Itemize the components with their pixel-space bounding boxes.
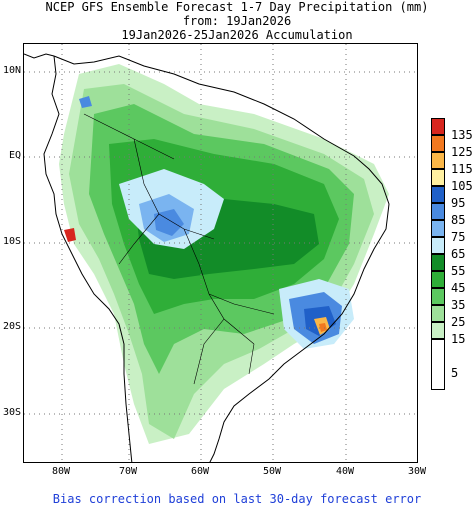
legend-label: 105 xyxy=(451,179,473,193)
legend-label: 5 xyxy=(451,366,459,380)
lon-label-50w: 50W xyxy=(262,466,282,477)
legend-swatch xyxy=(431,186,445,203)
graticule xyxy=(24,44,417,462)
legend-swatch xyxy=(431,169,445,186)
lon-label-80w: 80W xyxy=(51,466,71,477)
bias-correction-note: Bias correction based on last 30-day for… xyxy=(52,492,422,506)
legend-swatch xyxy=(431,203,445,220)
legend-swatch xyxy=(431,305,445,322)
precip-region-colombia-peak xyxy=(79,96,92,108)
legend-label: 35 xyxy=(451,298,466,312)
legend-swatch xyxy=(431,322,445,339)
chart-title-line-3: 19Jan2026-25Jan2026 Accumulation xyxy=(121,28,353,42)
precip-shading xyxy=(59,64,389,444)
lon-label-40w: 40W xyxy=(335,466,355,477)
chart-title-line-2: from: 19Jan2026 xyxy=(182,14,292,28)
legend-swatch xyxy=(431,135,445,152)
precip-region-se-max xyxy=(319,323,327,332)
legend-label: 15 xyxy=(451,332,466,346)
chart-title-line-1: NCEP GFS Ensemble Forecast 1-7 Day Preci… xyxy=(45,0,429,14)
lat-label-10n: 10N xyxy=(2,65,21,76)
lat-label-30s: 30S xyxy=(2,407,21,418)
legend-swatch xyxy=(431,271,445,288)
legend-swatch xyxy=(431,220,445,237)
pacific-coast xyxy=(43,55,133,462)
legend-swatch xyxy=(431,288,445,305)
south-america-coast xyxy=(53,55,390,462)
legend-label: 95 xyxy=(451,196,466,210)
legend-label: 45 xyxy=(451,281,466,295)
legend-label: 135 xyxy=(451,128,473,142)
coastlines xyxy=(24,53,390,462)
lon-label-30w: 30W xyxy=(407,466,427,477)
legend-label: 75 xyxy=(451,230,466,244)
legend-swatch xyxy=(431,339,445,390)
lon-label-70w: 70W xyxy=(118,466,138,477)
central-america-coast xyxy=(24,53,55,59)
country-borders xyxy=(83,113,275,385)
legend-swatch xyxy=(431,237,445,254)
precipitation-map xyxy=(23,43,418,463)
lon-label-60w: 60W xyxy=(190,466,210,477)
map-canvas xyxy=(24,44,417,462)
legend-label: 85 xyxy=(451,213,466,227)
legend-label: 65 xyxy=(451,247,466,261)
lat-label-10s: 10S xyxy=(2,236,21,247)
legend-swatch xyxy=(431,118,445,135)
legend-label: 55 xyxy=(451,264,466,278)
precip-region-peru-peak xyxy=(64,228,76,242)
legend-label: 125 xyxy=(451,145,473,159)
lat-label-eq: EQ xyxy=(8,150,21,161)
legend-label: 115 xyxy=(451,162,473,176)
legend-swatch xyxy=(431,152,445,169)
legend-swatch xyxy=(431,254,445,271)
lat-label-20s: 20S xyxy=(2,321,21,332)
legend-label: 25 xyxy=(451,315,466,329)
